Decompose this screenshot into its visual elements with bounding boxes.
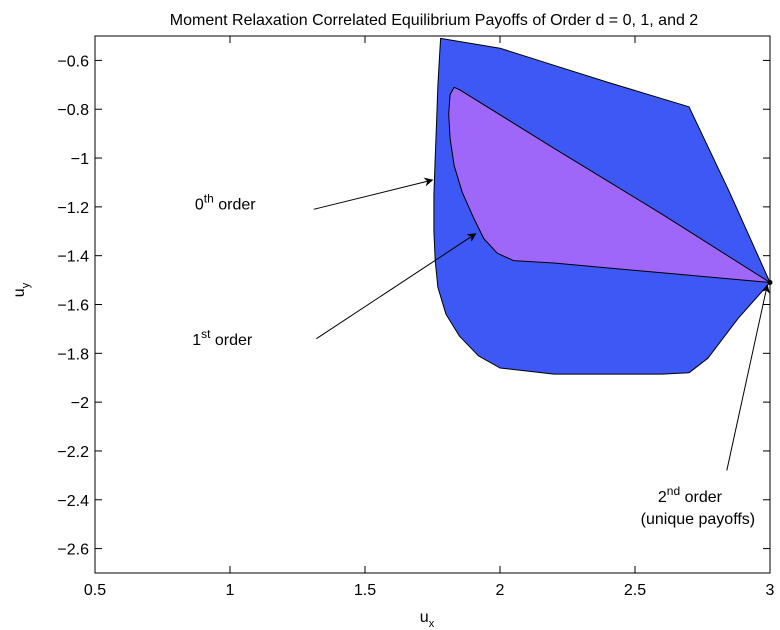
y-axis-label-base: u bbox=[11, 288, 28, 297]
y-tick-label: −2 bbox=[71, 395, 89, 412]
y-tick-label: −2.2 bbox=[57, 444, 89, 461]
arrow-ann1 bbox=[316, 233, 477, 340]
label-ann2: 2nd order bbox=[658, 484, 723, 506]
regions-layer bbox=[433, 37, 773, 375]
x-tick-label: 2 bbox=[496, 582, 505, 599]
arrow-ann2 bbox=[726, 284, 770, 471]
y-axis: −0.6 −0.8 −1 −1.2 −1.4 −1.6 −1.8 −2 −2.2 −2.4 −2.6 bbox=[57, 53, 770, 559]
y-tick-label: −2.4 bbox=[57, 493, 89, 510]
y-tick-label: −1.2 bbox=[57, 200, 89, 217]
annotations-layer: 0th order 1st order 2nd order (unique payof… bbox=[192, 177, 770, 528]
x-tick-label: 0.5 bbox=[84, 582, 106, 599]
label-ann2-line2: (unique payoffs) bbox=[641, 511, 755, 528]
x-axis-label-base: u bbox=[420, 609, 429, 626]
y-tick-label: −0.6 bbox=[57, 53, 89, 70]
y-tick-label: −1 bbox=[71, 151, 89, 168]
x-axis-label-subscript: x bbox=[429, 618, 435, 630]
label-ann1: 1st order bbox=[192, 327, 253, 349]
x-tick-label: 3 bbox=[766, 582, 775, 599]
x-axis: 0.5 1 1.5 2 2.5 3 bbox=[84, 36, 775, 599]
y-tick-label: −2.6 bbox=[57, 542, 89, 559]
y-tick-label: −1.8 bbox=[57, 346, 89, 363]
x-tick-label: 1.5 bbox=[354, 582, 376, 599]
region-order1 bbox=[448, 86, 771, 283]
y-tick-label: −0.8 bbox=[57, 102, 89, 119]
x-tick-label: 1 bbox=[226, 582, 235, 599]
y-axis-label: uy bbox=[11, 282, 32, 297]
chart-title: Moment Relaxation Correlated Equilibrium… bbox=[170, 12, 699, 29]
y-tick-label: −1.4 bbox=[57, 249, 89, 266]
y-axis-label-subscript: y bbox=[20, 282, 32, 288]
x-axis-label: ux bbox=[420, 609, 435, 630]
arrow-ann0 bbox=[313, 177, 434, 210]
x-tick-label: 2.5 bbox=[624, 582, 646, 599]
label-ann0: 0th order bbox=[195, 191, 256, 213]
y-tick-label: −1.6 bbox=[57, 298, 89, 315]
